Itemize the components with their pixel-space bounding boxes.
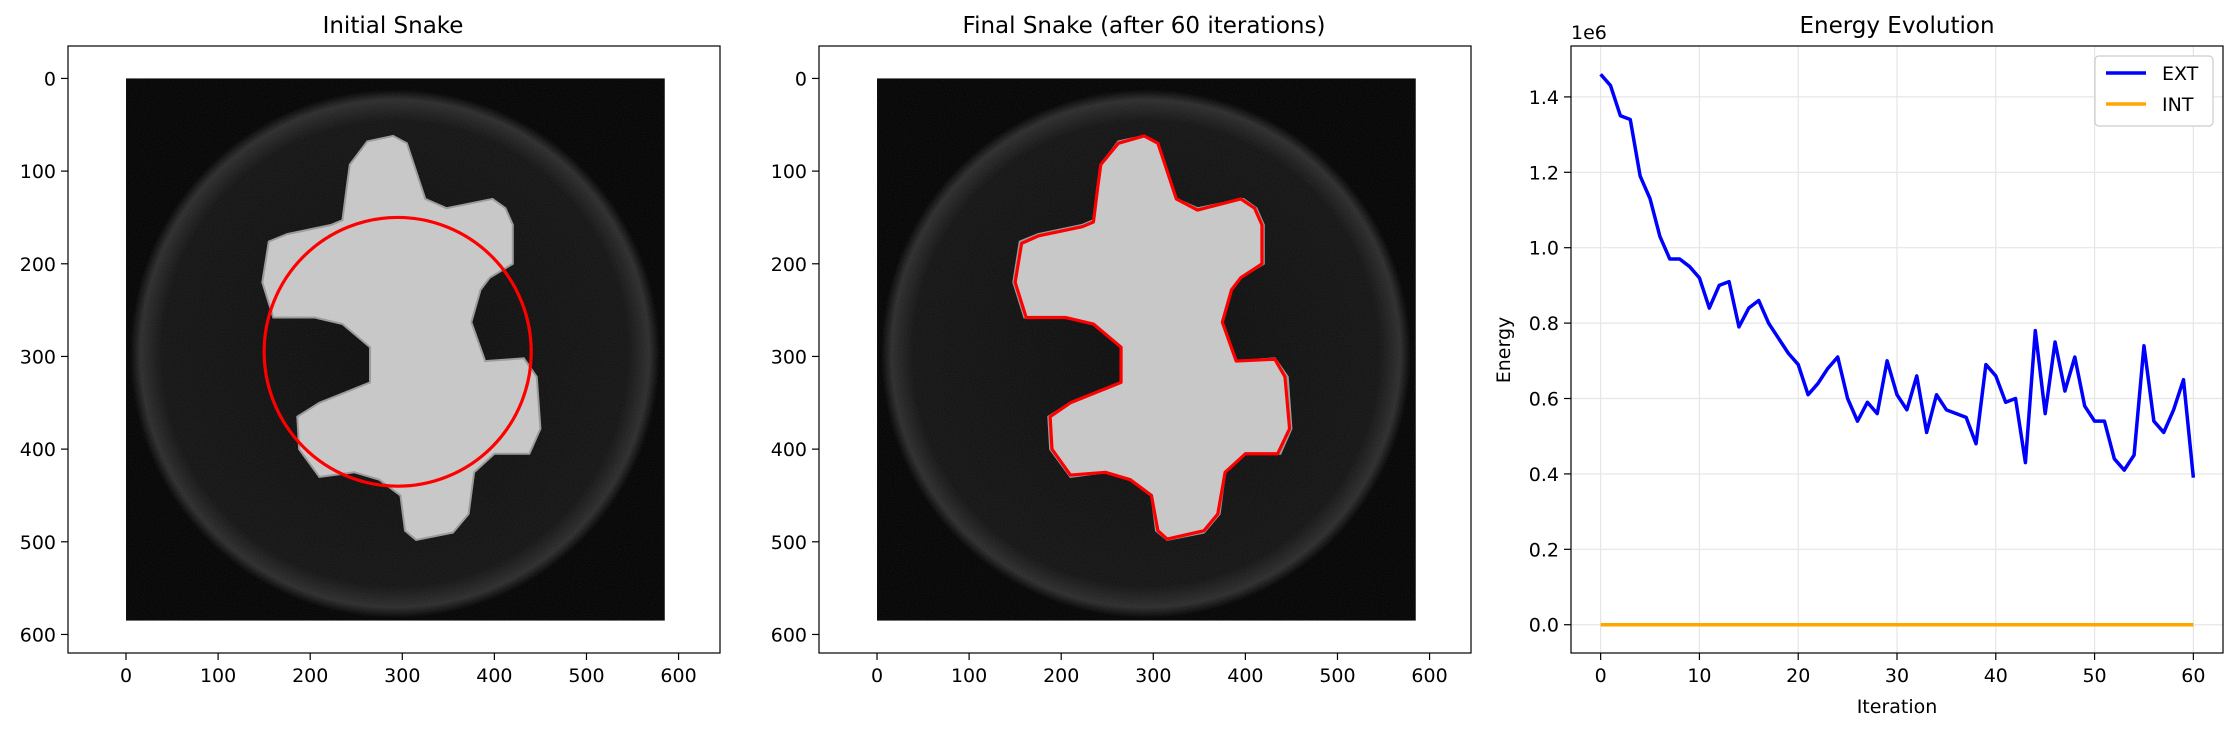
snake-contour (262, 215, 533, 488)
x-tick-label: 500 (568, 665, 604, 687)
y-axis-ticks: 0 100 200 300 400 500 600 (20, 68, 68, 646)
x-tick-label: 20 (1786, 665, 1810, 687)
y-tick-label: 1.0 (1529, 238, 1559, 260)
series-lines (1599, 73, 2196, 627)
x-axis-ticks: 0 100 200 300 400 500 600 (871, 653, 1448, 687)
y-tick-label: 500 (771, 532, 807, 554)
panel-title: Initial Snake (323, 13, 464, 39)
y-tick-label: 100 (771, 161, 807, 183)
y-tick-label: 0.0 (1529, 615, 1559, 637)
y-tick-label: 0 (795, 68, 807, 90)
plot-frame (67, 45, 721, 654)
snake-contour (1013, 134, 1292, 541)
snake-polygon (1013, 134, 1292, 541)
image-area (126, 78, 665, 621)
y-tick-label: 400 (771, 439, 807, 461)
chart-title: Energy Evolution (1799, 13, 1994, 39)
y-tick-label: 0.2 (1529, 539, 1559, 561)
y-tick-label: 0.6 (1529, 389, 1559, 411)
legend: EXT INT (2094, 55, 2214, 127)
x-axis-ticks: 0 10 20 30 40 50 60 (1595, 653, 2205, 687)
x-tick-label: 400 (476, 665, 512, 687)
y-tick-label: 400 (20, 439, 56, 461)
y-tick-label: 500 (20, 532, 56, 554)
series-line-ext (1599, 73, 2196, 478)
x-tick-label: 600 (660, 665, 696, 687)
panel-initial-snake: Initial Snake 0 100 200 300 400 500 600 0 100 20… (20, 13, 721, 687)
panel-energy-evolution: Energy Evolution 0 10 20 30 40 50 60 0.0 0.2 0.4… (1493, 13, 2224, 718)
snake-circle (262, 215, 533, 488)
image-area (877, 78, 1416, 621)
x-tick-label: 600 (1411, 665, 1447, 687)
plot-frame (818, 45, 1472, 654)
x-tick-label: 200 (292, 665, 328, 687)
y-tick-label: 1.4 (1529, 87, 1559, 109)
x-tick-label: 500 (1319, 665, 1355, 687)
y-tick-label: 200 (20, 254, 56, 276)
x-axis-ticks: 0 100 200 300 400 500 600 (120, 653, 697, 687)
y-tick-label: 0.4 (1529, 464, 1559, 486)
y-axis-ticks: 0 100 200 300 400 500 600 (771, 68, 819, 646)
y-tick-label: 200 (771, 254, 807, 276)
panel-title: Final Snake (after 60 iterations) (963, 13, 1326, 39)
legend-label-int: INT (2162, 94, 2194, 116)
x-tick-label: 300 (384, 665, 420, 687)
y-axis-label: Energy (1493, 317, 1515, 384)
y-tick-label: 300 (20, 346, 56, 368)
y-tick-label: 100 (20, 161, 56, 183)
y-tick-label: 0 (44, 68, 56, 90)
x-tick-label: 10 (1687, 665, 1711, 687)
x-tick-label: 200 (1043, 665, 1079, 687)
x-tick-label: 400 (1227, 665, 1263, 687)
x-tick-label: 0 (1595, 665, 1607, 687)
y-axis-ticks: 0.0 0.2 0.4 0.6 0.8 1.0 1.2 1.4 (1529, 87, 1571, 637)
x-axis-label: Iteration (1857, 696, 1938, 718)
x-tick-label: 60 (2181, 665, 2205, 687)
y-tick-label: 1.2 (1529, 162, 1559, 184)
y-tick-label: 600 (771, 624, 807, 646)
legend-label-ext: EXT (2162, 63, 2199, 85)
y-tick-label: 600 (20, 624, 56, 646)
x-tick-label: 30 (1885, 665, 1909, 687)
x-tick-label: 100 (200, 665, 236, 687)
image-noise (126, 78, 665, 621)
grid (1571, 46, 2223, 653)
x-tick-label: 50 (2082, 665, 2106, 687)
panel-final-snake: Final Snake (after 60 iterations) 0 100 20… (771, 13, 1472, 687)
y-tick-label: 0.8 (1529, 313, 1559, 335)
y-tick-label: 300 (771, 346, 807, 368)
x-tick-label: 40 (1984, 665, 2008, 687)
x-tick-label: 0 (120, 665, 132, 687)
x-tick-label: 0 (871, 665, 883, 687)
x-tick-label: 300 (1135, 665, 1171, 687)
image-noise (877, 78, 1416, 621)
x-tick-label: 100 (951, 665, 987, 687)
y-offset-text: 1e6 (1571, 22, 1607, 44)
